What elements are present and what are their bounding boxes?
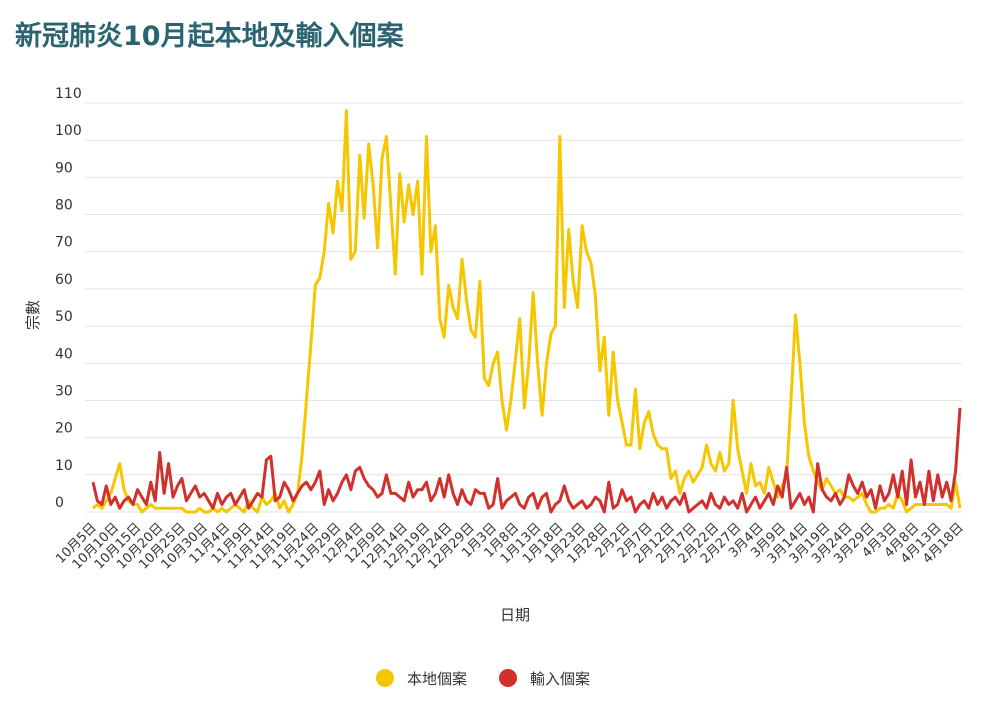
y-tick-label: 110 — [55, 86, 82, 102]
y-tick-label: 30 — [55, 383, 73, 399]
legend-marker — [376, 669, 394, 687]
y-tick-label: 50 — [55, 309, 73, 325]
y-axis-title: 宗數 — [24, 300, 42, 330]
y-tick-label: 10 — [55, 458, 73, 474]
chart-title: 新冠肺炎10月起本地及輸入個案 — [15, 20, 405, 52]
y-tick-label: 70 — [55, 235, 73, 251]
y-tick-label: 90 — [55, 160, 73, 176]
y-tick-label: 100 — [55, 123, 82, 139]
y-tick-label: 60 — [55, 272, 73, 288]
y-tick-label: 80 — [55, 198, 73, 214]
x-axis-title: 日期 — [500, 606, 530, 624]
legend-label: 輸入個案 — [530, 670, 590, 688]
legend-marker — [499, 669, 517, 687]
y-tick-label: 20 — [55, 421, 73, 437]
series-line — [92, 109, 962, 514]
y-tick-label: 0 — [55, 495, 64, 511]
y-tick-label: 40 — [55, 346, 73, 362]
series-line — [91, 407, 962, 514]
legend-label: 本地個案 — [407, 670, 467, 688]
